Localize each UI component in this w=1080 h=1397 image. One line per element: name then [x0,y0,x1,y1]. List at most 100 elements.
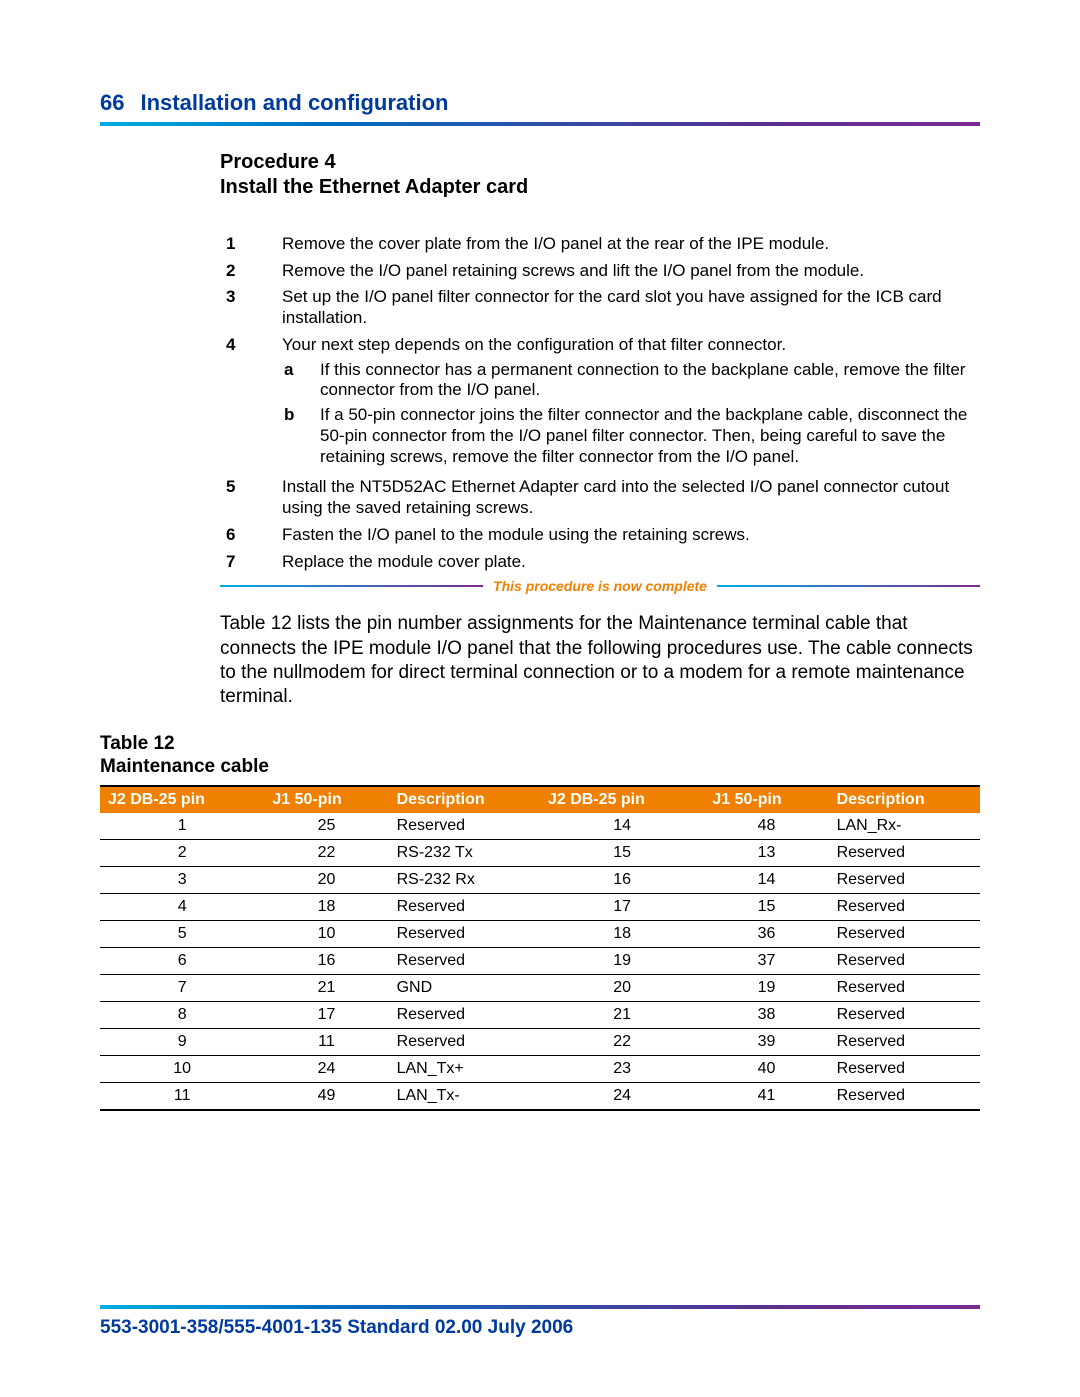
table-cell: Reserved [829,1002,980,1029]
table-cell: 17 [540,894,704,921]
table-cell: RS-232 Rx [389,867,540,894]
step-number: 4 [220,335,282,471]
table-cell: 36 [704,921,828,948]
step-text: Replace the module cover plate. [282,552,980,573]
table-cell: 17 [264,1002,388,1029]
table-row: 1024LAN_Tx+2340Reserved [100,1056,980,1083]
table-header-cell: J1 50-pin [264,786,388,813]
table-cell: 22 [264,840,388,867]
table-cell: Reserved [829,1029,980,1056]
table-cell: Reserved [829,948,980,975]
table-header-cell: Description [389,786,540,813]
complete-rule-left [220,585,483,587]
table-cell: 25 [264,813,388,840]
step-text: Remove the cover plate from the I/O pane… [282,234,980,255]
table-cell: Reserved [389,894,540,921]
table-cell: 5 [100,921,264,948]
table-cell: 38 [704,1002,828,1029]
table-header-cell: Description [829,786,980,813]
step-text: Remove the I/O panel retaining screws an… [282,261,980,282]
table-cell: 15 [704,894,828,921]
table-cell: 48 [704,813,828,840]
table-header-cell: J2 DB-25 pin [540,786,704,813]
table-cell: Reserved [829,867,980,894]
step: 3Set up the I/O panel filter connector f… [220,287,980,328]
table-cell: Reserved [829,1083,980,1111]
table-cell: 2 [100,840,264,867]
table-row: 817Reserved2138Reserved [100,1002,980,1029]
content-area: Procedure 4 Install the Ethernet Adapter… [100,150,980,1111]
procedure-heading: Procedure 4 Install the Ethernet Adapter… [220,150,980,200]
step-text: Set up the I/O panel filter connector fo… [282,287,980,328]
step-number: 2 [220,261,282,282]
procedure-title: Install the Ethernet Adapter card [220,176,528,198]
page-header: 66 Installation and configuration [100,90,980,116]
footer-rule [100,1305,980,1309]
step-text: Fasten the I/O panel to the module using… [282,525,980,546]
step-number: 3 [220,287,282,328]
complete-rule-right [717,585,980,587]
table-row: 125Reserved1448LAN_Rx- [100,813,980,840]
procedure-complete: This procedure is now complete [220,578,980,594]
step-number: 5 [220,477,282,518]
table-cell: 9 [100,1029,264,1056]
table-cell: 49 [264,1083,388,1111]
step: 7Replace the module cover plate. [220,552,980,573]
page-footer: 553-3001-358/555-4001-135 Standard 02.00… [100,1305,980,1339]
table-cell: 16 [540,867,704,894]
table-cell: 20 [540,975,704,1002]
table-cell: Reserved [389,1002,540,1029]
table-cell: 39 [704,1029,828,1056]
step: 6Fasten the I/O panel to the module usin… [220,525,980,546]
table-cell: 18 [264,894,388,921]
header-rule [100,122,980,126]
section-title: Installation and configuration [140,90,448,116]
table-cell: 1 [100,813,264,840]
table-cell: 19 [704,975,828,1002]
footer-text: 553-3001-358/555-4001-135 Standard 02.00… [100,1317,980,1339]
table-cell: 24 [540,1083,704,1111]
substeps: aIf this connector has a permanent conne… [282,360,980,468]
table-cell: 14 [704,867,828,894]
table-cell: 10 [264,921,388,948]
table-cell: RS-232 Tx [389,840,540,867]
table-cell: Reserved [389,921,540,948]
table-cell: 14 [540,813,704,840]
table-row: 418Reserved1715Reserved [100,894,980,921]
table-row: 320RS-232 Rx1614Reserved [100,867,980,894]
table-cell: Reserved [389,1029,540,1056]
table-cell: Reserved [389,948,540,975]
step: 1Remove the cover plate from the I/O pan… [220,234,980,255]
table-cell: 18 [540,921,704,948]
table-cell: 10 [100,1056,264,1083]
step: 2Remove the I/O panel retaining screws a… [220,261,980,282]
table-cell: 24 [264,1056,388,1083]
table-cell: 3 [100,867,264,894]
document-page: 66 Installation and configuration Proced… [0,0,1080,1397]
maintenance-cable-table: J2 DB-25 pinJ1 50-pinDescriptionJ2 DB-25… [100,785,980,1111]
table-cell: 41 [704,1083,828,1111]
substep: bIf a 50-pin connector joins the filter … [282,405,980,467]
table-caption: Table 12 Maintenance cable [100,732,980,780]
table-row: 510Reserved1836Reserved [100,921,980,948]
procedure-steps: 1Remove the cover plate from the I/O pan… [220,234,980,572]
table-cell: Reserved [829,840,980,867]
table-cell: 23 [540,1056,704,1083]
table-cell: 21 [540,1002,704,1029]
table-header-row: J2 DB-25 pinJ1 50-pinDescriptionJ2 DB-25… [100,786,980,813]
table-cell: 37 [704,948,828,975]
table-cell: 8 [100,1002,264,1029]
substep-letter: a [282,360,320,401]
table-cell: 4 [100,894,264,921]
table-cell: Reserved [829,921,980,948]
page-number: 66 [100,90,124,116]
table-cell: Reserved [829,1056,980,1083]
table-cell: 6 [100,948,264,975]
table-cell: 19 [540,948,704,975]
table-cell: 16 [264,948,388,975]
table-row: 1149LAN_Tx-2441Reserved [100,1083,980,1111]
complete-text: This procedure is now complete [483,578,717,594]
table-name: Maintenance cable [100,756,269,777]
step-number: 6 [220,525,282,546]
table-row: 222RS-232 Tx1513Reserved [100,840,980,867]
